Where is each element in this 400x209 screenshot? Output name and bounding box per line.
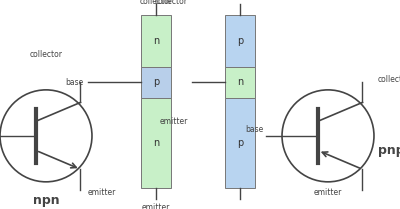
- Text: emitter: emitter: [314, 188, 342, 197]
- Text: collector: collector: [30, 50, 62, 59]
- Text: collector: collector: [140, 0, 172, 6]
- Bar: [141, 67, 171, 98]
- Text: p: p: [237, 138, 243, 148]
- Bar: [225, 98, 255, 188]
- Text: n: n: [153, 138, 159, 148]
- Text: pnp: pnp: [378, 144, 400, 157]
- Text: collector: collector: [378, 75, 400, 84]
- Text: npn: npn: [33, 194, 59, 207]
- Text: p: p: [237, 36, 243, 46]
- Text: p: p: [153, 77, 159, 87]
- Bar: [225, 67, 255, 98]
- Bar: [141, 98, 171, 188]
- Text: base: base: [66, 78, 84, 87]
- Text: collector: collector: [155, 0, 188, 6]
- Text: emitter: emitter: [160, 117, 188, 126]
- Text: base: base: [246, 125, 264, 134]
- Text: n: n: [153, 36, 159, 46]
- Text: emitter: emitter: [88, 188, 116, 197]
- Text: n: n: [237, 77, 243, 87]
- Text: emitter: emitter: [142, 203, 170, 209]
- Bar: [225, 15, 255, 67]
- Bar: [141, 15, 171, 67]
